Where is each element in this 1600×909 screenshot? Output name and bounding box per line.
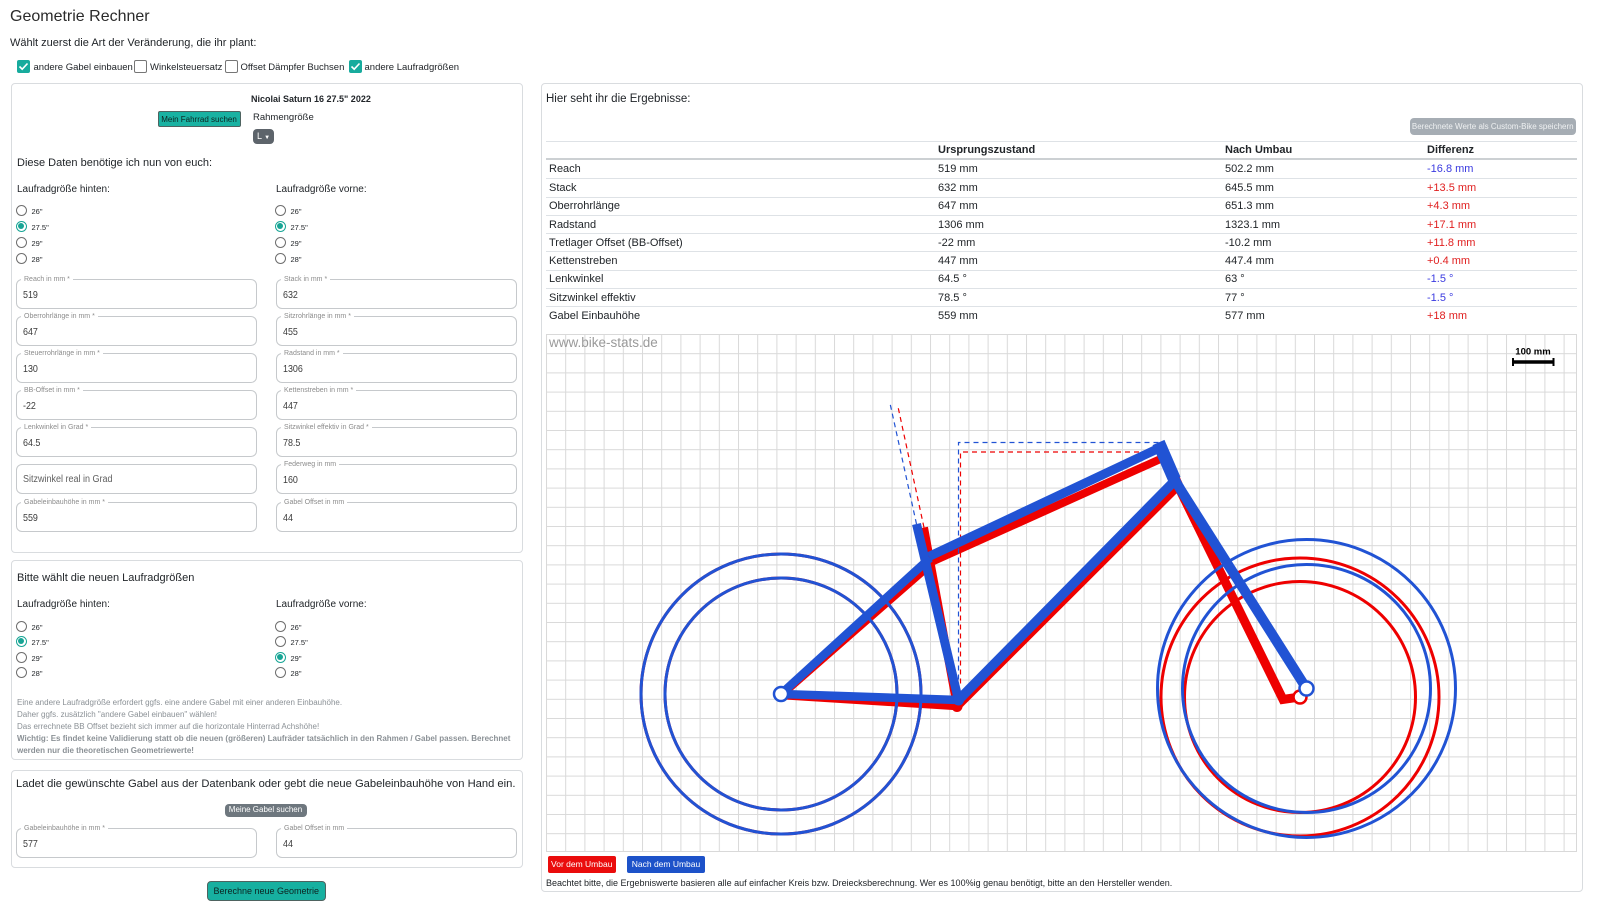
svg-text:100 mm: 100 mm xyxy=(1515,347,1550,358)
svg-text:www.bike-stats.de: www.bike-stats.de xyxy=(548,335,658,350)
